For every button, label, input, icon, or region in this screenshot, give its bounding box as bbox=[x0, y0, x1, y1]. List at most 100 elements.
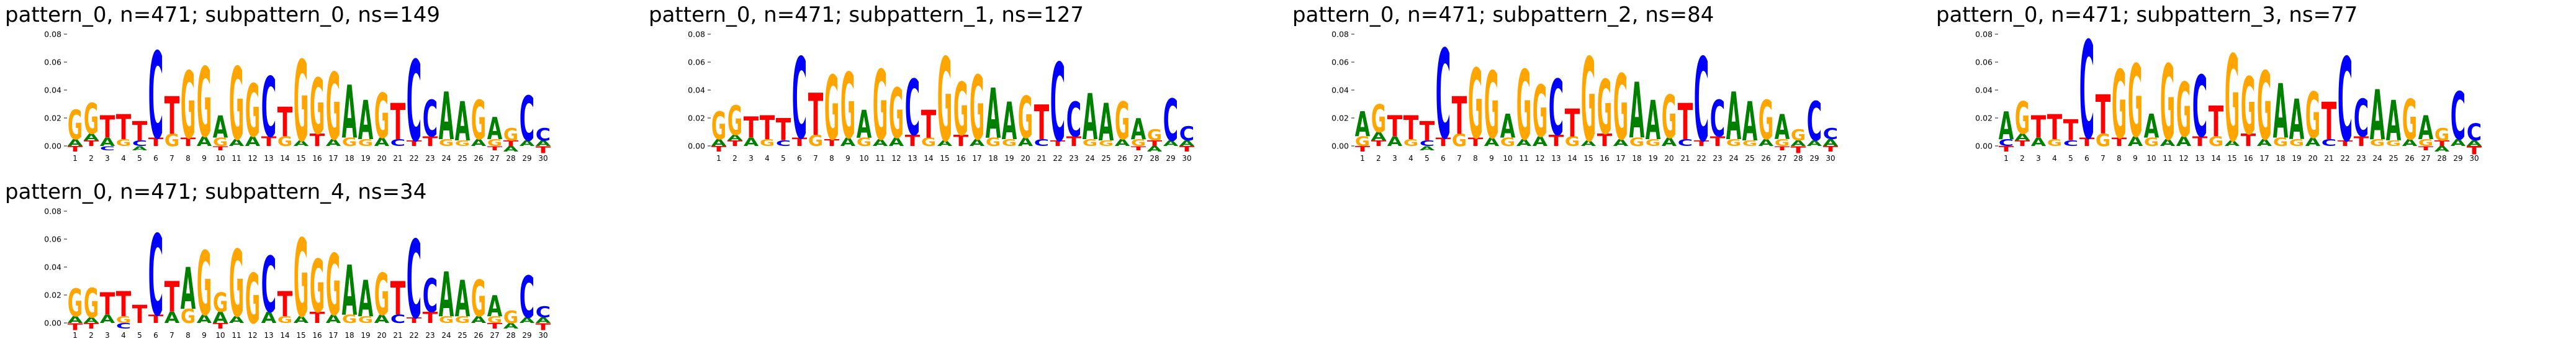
sequence-logo-plot: 0.000.020.040.060.081 2 3 4 5 6 7 8 9 10 11 12 13 14 1… bbox=[688, 30, 1195, 168]
x-tick-label: 4 bbox=[765, 154, 770, 163]
x-tick-label: 26 bbox=[1761, 154, 1770, 163]
logo-letter-G: G bbox=[84, 95, 99, 144]
x-tick-label: 12 bbox=[248, 331, 257, 340]
x-tick-label: 23 bbox=[2356, 154, 2366, 163]
logo-letter-A: A bbox=[1999, 104, 2014, 149]
x-tick-label: 2 bbox=[89, 331, 94, 340]
logo-letter-G: G bbox=[2112, 51, 2127, 160]
x-tick-label: 22 bbox=[409, 154, 418, 163]
logo-letter-A: A bbox=[487, 111, 502, 147]
x-tick-label: 14 bbox=[1567, 154, 1577, 163]
logo-letter-G: G bbox=[277, 134, 292, 150]
logo-letter-G: G bbox=[487, 137, 502, 148]
x-tick-label: 1 bbox=[73, 154, 78, 163]
x-tick-label: 29 bbox=[2453, 154, 2462, 163]
logo-letter-G: G bbox=[439, 314, 454, 325]
logo-letter-T: T bbox=[2192, 134, 2208, 149]
logo-letter-A: A bbox=[439, 260, 454, 331]
logo-letter-T: T bbox=[1597, 130, 1613, 150]
logo-letter-A: A bbox=[132, 145, 147, 152]
x-tick-label: 28 bbox=[1150, 154, 1159, 163]
logo-letter-G: G bbox=[1775, 137, 1790, 148]
x-tick-label: 25 bbox=[2389, 154, 2398, 163]
x-tick-label: 14 bbox=[280, 331, 289, 340]
logo-letter-A: A bbox=[1371, 130, 1386, 143]
logo-letter-G: G bbox=[824, 58, 839, 161]
logo-letter-A: A bbox=[68, 314, 83, 325]
logo-letter-G: G bbox=[2128, 45, 2143, 160]
x-tick-label: 2 bbox=[732, 154, 737, 163]
logo-letter-G: G bbox=[1002, 137, 1017, 148]
x-tick-label: 1 bbox=[716, 154, 721, 163]
logo-letter-G: G bbox=[2160, 44, 2175, 165]
y-tick-label: 0.08 bbox=[1975, 30, 1993, 39]
logo-letter-A: A bbox=[1759, 137, 1774, 148]
logo-letter-T: T bbox=[2015, 139, 2030, 148]
x-tick-label: 17 bbox=[328, 331, 338, 340]
logo-letter-T: T bbox=[277, 99, 293, 146]
logo-letter-C: C bbox=[116, 322, 131, 330]
logo-letter-T: T bbox=[1034, 96, 1050, 152]
logo-letter-G: G bbox=[471, 271, 486, 329]
y-tick-label: 0.00 bbox=[44, 319, 61, 328]
logo-letter-A: A bbox=[1791, 139, 1806, 148]
x-tick-label: 3 bbox=[749, 154, 754, 163]
x-tick-label: 24 bbox=[2372, 154, 2382, 163]
logo-letter-C: C bbox=[2063, 139, 2078, 148]
logo-letter-A: A bbox=[1726, 79, 1742, 155]
x-tick-label: 9 bbox=[2133, 154, 2138, 163]
x-tick-label: 4 bbox=[1408, 154, 1413, 163]
logo-letter-A: A bbox=[229, 314, 245, 325]
logo-letter-T: T bbox=[423, 309, 438, 327]
x-tick-label: 7 bbox=[2101, 154, 2105, 163]
logo-letter-A: A bbox=[2386, 89, 2402, 154]
x-tick-label: 29 bbox=[522, 154, 531, 163]
y-tick-label: 0.00 bbox=[688, 142, 705, 151]
x-tick-label: 12 bbox=[248, 154, 257, 163]
x-tick-label: 15 bbox=[940, 154, 949, 163]
logo-letter-A: A bbox=[520, 316, 535, 325]
logo-letter-G: G bbox=[1500, 135, 1515, 149]
logo-letter-C: C bbox=[1678, 138, 1693, 149]
logo-letter-G: G bbox=[2418, 137, 2433, 148]
x-tick-label: 19 bbox=[2292, 154, 2301, 163]
logo-letter-T: T bbox=[390, 272, 406, 326]
logo-panel-3: pattern_0, n=471; subpattern_3, ns=77 0.0… bbox=[1931, 0, 2575, 177]
logo-letter-G: G bbox=[2402, 88, 2417, 153]
x-tick-label: 20 bbox=[1020, 154, 1030, 163]
logo-letter-A: A bbox=[294, 139, 309, 148]
logo-letter-G: G bbox=[342, 312, 357, 326]
logo-letter-A: A bbox=[326, 313, 341, 326]
logo-letter-A: A bbox=[342, 71, 357, 156]
x-tick-label: 7 bbox=[169, 154, 174, 163]
sequence-logo-plot: 0.000.020.040.060.081 2 3 4 5 6 7 8 9 10 11 12 13 14 1… bbox=[44, 207, 551, 343]
logo-letter-T: T bbox=[792, 135, 808, 149]
logo-letter-T: T bbox=[1179, 145, 1195, 153]
logo-letter-G: G bbox=[439, 137, 454, 148]
logo-letter-C: C bbox=[1034, 138, 1049, 149]
x-tick-label: 26 bbox=[2405, 154, 2414, 163]
logo-letter-C: C bbox=[100, 145, 115, 152]
logo-letter-A: A bbox=[2015, 132, 2030, 143]
x-tick-label: 30 bbox=[1826, 154, 1835, 163]
x-tick-label: 27 bbox=[490, 154, 499, 163]
logo-letter-G: G bbox=[840, 54, 855, 159]
logo-letter-A: A bbox=[1099, 93, 1114, 153]
logo-letter-T: T bbox=[116, 285, 132, 325]
logo-letter-T: T bbox=[824, 137, 840, 148]
x-tick-label: 25 bbox=[1101, 154, 1110, 163]
logo-letter-T: T bbox=[2354, 134, 2369, 149]
x-tick-label: 9 bbox=[845, 154, 850, 163]
x-tick-label: 23 bbox=[425, 154, 435, 163]
x-tick-label: 6 bbox=[2084, 154, 2089, 163]
logo-letter-G: G bbox=[953, 68, 968, 153]
logo-letter-T: T bbox=[68, 321, 83, 332]
x-tick-label: 1 bbox=[73, 331, 78, 340]
x-tick-label: 27 bbox=[1777, 154, 1786, 163]
logo-letter-T: T bbox=[148, 312, 164, 326]
x-tick-label: 20 bbox=[377, 331, 386, 340]
logo-letter-T: T bbox=[100, 287, 115, 322]
logo-letter-G: G bbox=[358, 314, 373, 325]
logo-letter-A: A bbox=[1613, 137, 1629, 148]
logo-letter-G: G bbox=[986, 135, 1001, 149]
